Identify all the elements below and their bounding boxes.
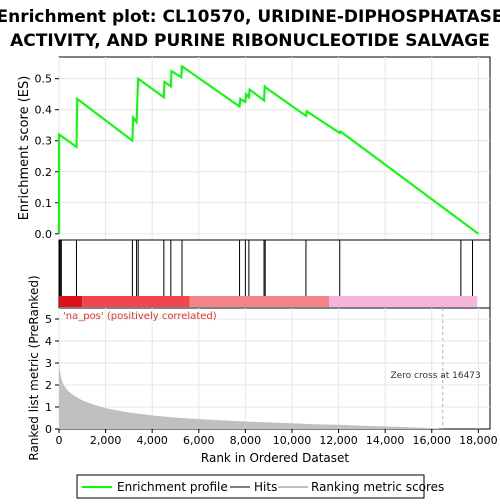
es-y-axis-label: Enrichment score (ES) — [17, 76, 32, 221]
metric-y-tick-label: 5 — [45, 313, 52, 326]
metric-y-axis-label: Ranked list metric (PreRanked) — [27, 275, 41, 460]
legend-label-hits: Hits — [254, 480, 277, 494]
metric-y-axis: 0 1 2 3 4 5 — [45, 313, 59, 436]
metric-x-axis: 0 2,000 4,000 6,000 8,000 10,000 12,000 14,000 1… — [56, 429, 498, 447]
ranking-color-bar — [59, 296, 478, 307]
x-tick-label: 10,000 — [273, 434, 312, 447]
metric-y-tick-label: 1 — [45, 401, 52, 414]
x-tick-label: 12,000 — [319, 434, 358, 447]
metric-y-tick-label: 2 — [45, 379, 52, 392]
enrichment-profile-line — [58, 64, 479, 235]
x-tick-label: 18,000 — [459, 434, 498, 447]
es-y-tick-label: 0.1 — [35, 197, 53, 210]
chart-title-line-1: Enrichment plot: CL10570, URIDINE-DIPHOS… — [0, 7, 500, 27]
ranking-metric-area — [59, 360, 443, 429]
chart-title-line-2: ACTIVITY, AND PURINE RIBONUCLEOTIDE SALV… — [10, 31, 490, 51]
x-tick-label: 16,000 — [413, 434, 452, 447]
legend-label-metric: Ranking metric scores — [311, 480, 444, 494]
metric-panel-frame — [58, 307, 491, 430]
es-y-axis: 0.0 0.1 0.2 0.3 0.4 0.5 — [35, 73, 59, 241]
es-y-tick-label: 0.4 — [35, 104, 53, 117]
metric-y-tick-label: 0 — [45, 423, 52, 436]
legend-box — [76, 474, 425, 499]
ranking-bar-segment — [329, 296, 478, 307]
es-gridlines — [58, 57, 490, 240]
ranking-bar-segment — [82, 296, 190, 307]
positive-correlation-label: 'na_pos' (positively correlated) — [63, 311, 217, 322]
metric-y-tick-label: 4 — [45, 335, 52, 348]
metric-gridlines — [58, 308, 490, 429]
x-tick-label: 4,000 — [136, 434, 168, 447]
x-tick-label: 2,000 — [90, 434, 122, 447]
x-tick-label: 14,000 — [366, 434, 405, 447]
es-y-tick-label: 0.0 — [35, 228, 53, 241]
es-panel-frame — [58, 56, 491, 241]
x-tick-label: 6,000 — [183, 434, 215, 447]
x-tick-label: 8,000 — [230, 434, 262, 447]
x-tick-label: 0 — [56, 434, 63, 447]
x-axis-label: Rank in Ordered Dataset — [201, 451, 349, 465]
legend-label-enrichment: Enrichment profile — [117, 480, 228, 494]
ranking-bar-segment — [189, 296, 330, 307]
hit-marks — [58, 240, 474, 296]
es-y-tick-label: 0.5 — [35, 73, 53, 86]
metric-y-tick-label: 3 — [45, 357, 52, 370]
es-y-tick-label: 0.2 — [35, 166, 53, 179]
ranking-bar-segment — [59, 296, 83, 307]
zero-cross-label: Zero cross at 16473 — [390, 371, 480, 381]
es-y-tick-label: 0.3 — [35, 135, 53, 148]
